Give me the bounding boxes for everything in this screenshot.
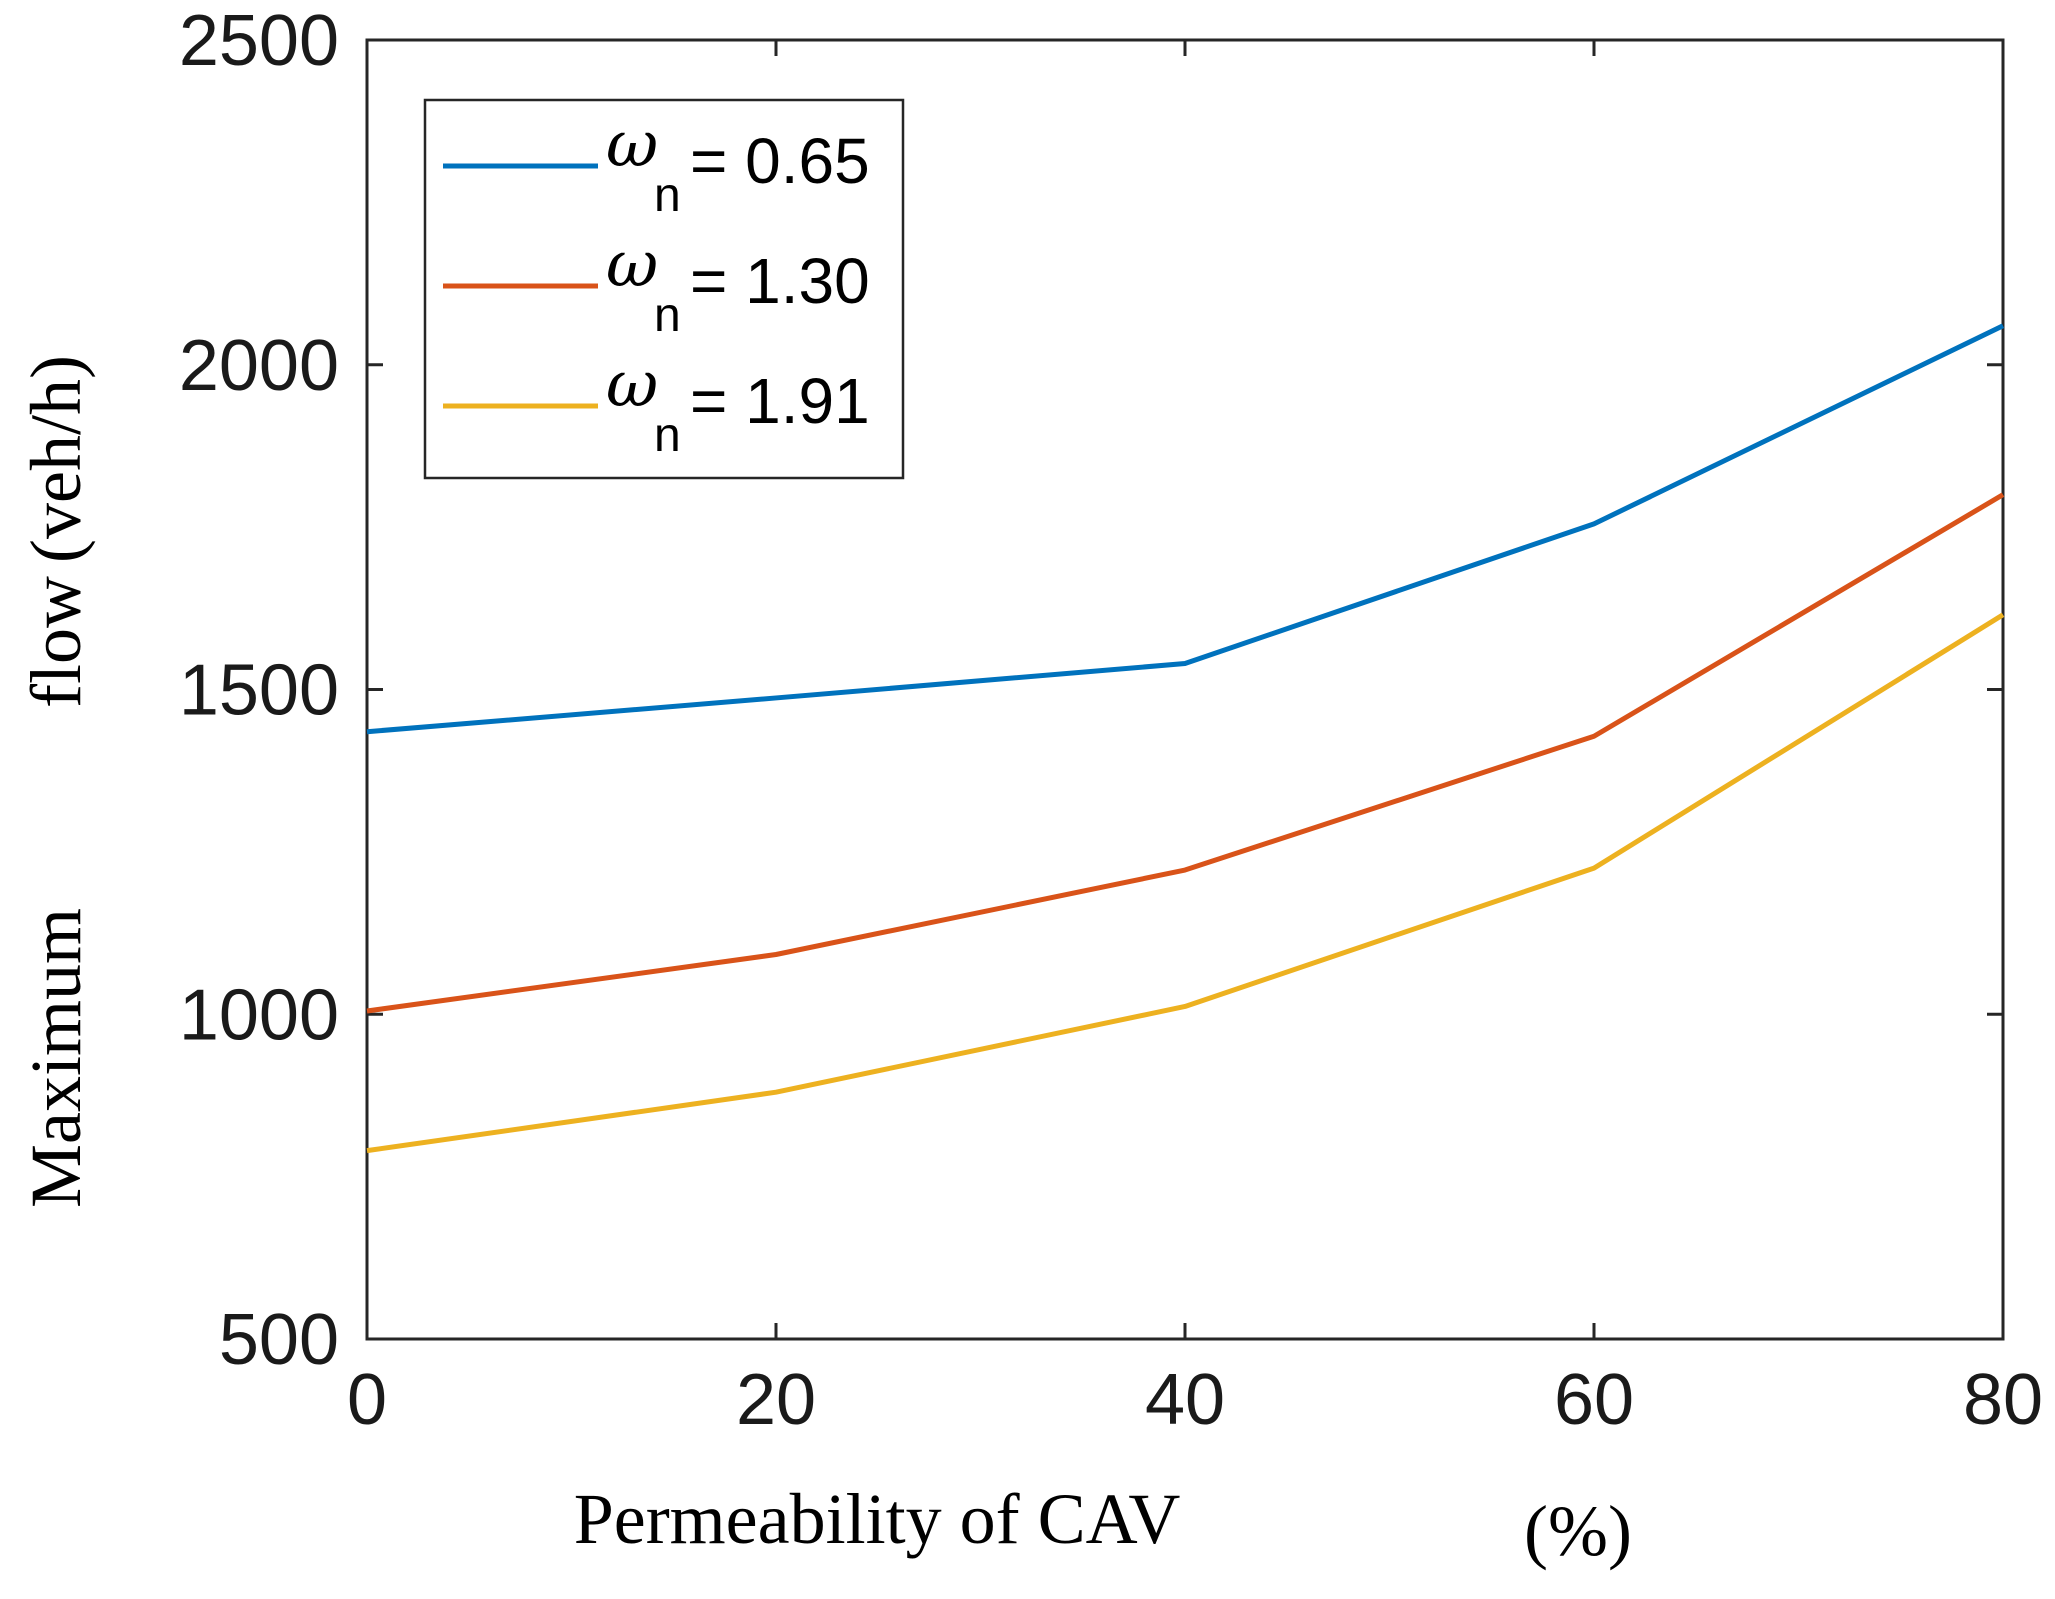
legend-subscript: n (654, 169, 681, 222)
y-axis-title-part-2: flow (16, 576, 96, 708)
x-tick-label: 60 (1554, 1360, 1634, 1440)
legend-symbol: ω (606, 228, 658, 302)
x-axis-unit: (%) (1524, 1491, 1632, 1571)
y-tick-label: 2000 (179, 326, 339, 406)
legend-value: = 1.91 (690, 365, 870, 437)
legend-subscript: n (654, 289, 681, 342)
x-tick-label: 80 (1963, 1360, 2043, 1440)
y-axis-title-part-3: (veh/h) (16, 355, 96, 563)
series-line-3 (366, 612, 2005, 1154)
x-tick-label: 0 (347, 1360, 387, 1440)
y-tick-label: 1000 (179, 975, 339, 1055)
y-tick-label: 1500 (179, 651, 339, 731)
x-tick-label: 20 (736, 1360, 816, 1440)
y-tick-label: 500 (219, 1300, 339, 1380)
legend-symbol: ω (606, 108, 658, 182)
x-tick-label: 40 (1145, 1360, 1225, 1440)
y-axis-title-part-1: Maximum (16, 908, 96, 1208)
legend-entry-1: ωn = 0.65 (443, 108, 870, 222)
legend-entry-2: ωn = 1.30 (443, 228, 870, 342)
series-line-2 (366, 492, 2005, 1014)
legend-symbol: ω (606, 348, 658, 422)
legend-entry-3: ωn = 1.91 (443, 348, 870, 462)
legend-value: = 0.65 (690, 125, 870, 197)
legend-value: = 1.30 (690, 245, 870, 317)
x-axis-title: Permeability of CAV (574, 1479, 1181, 1559)
y-tick-label: 2500 (179, 1, 339, 81)
series-lines (366, 323, 2005, 1154)
x-axis-ticks: 0 20 40 60 80 (347, 40, 2043, 1440)
y-axis-title: Maximum flow (veh/h) (16, 355, 96, 1208)
series-line-1 (366, 323, 2005, 735)
legend-box (423, 98, 905, 480)
legend-subscript: n (654, 409, 681, 462)
y-axis-ticks: 500 1000 1500 2000 2500 (179, 1, 2003, 1380)
